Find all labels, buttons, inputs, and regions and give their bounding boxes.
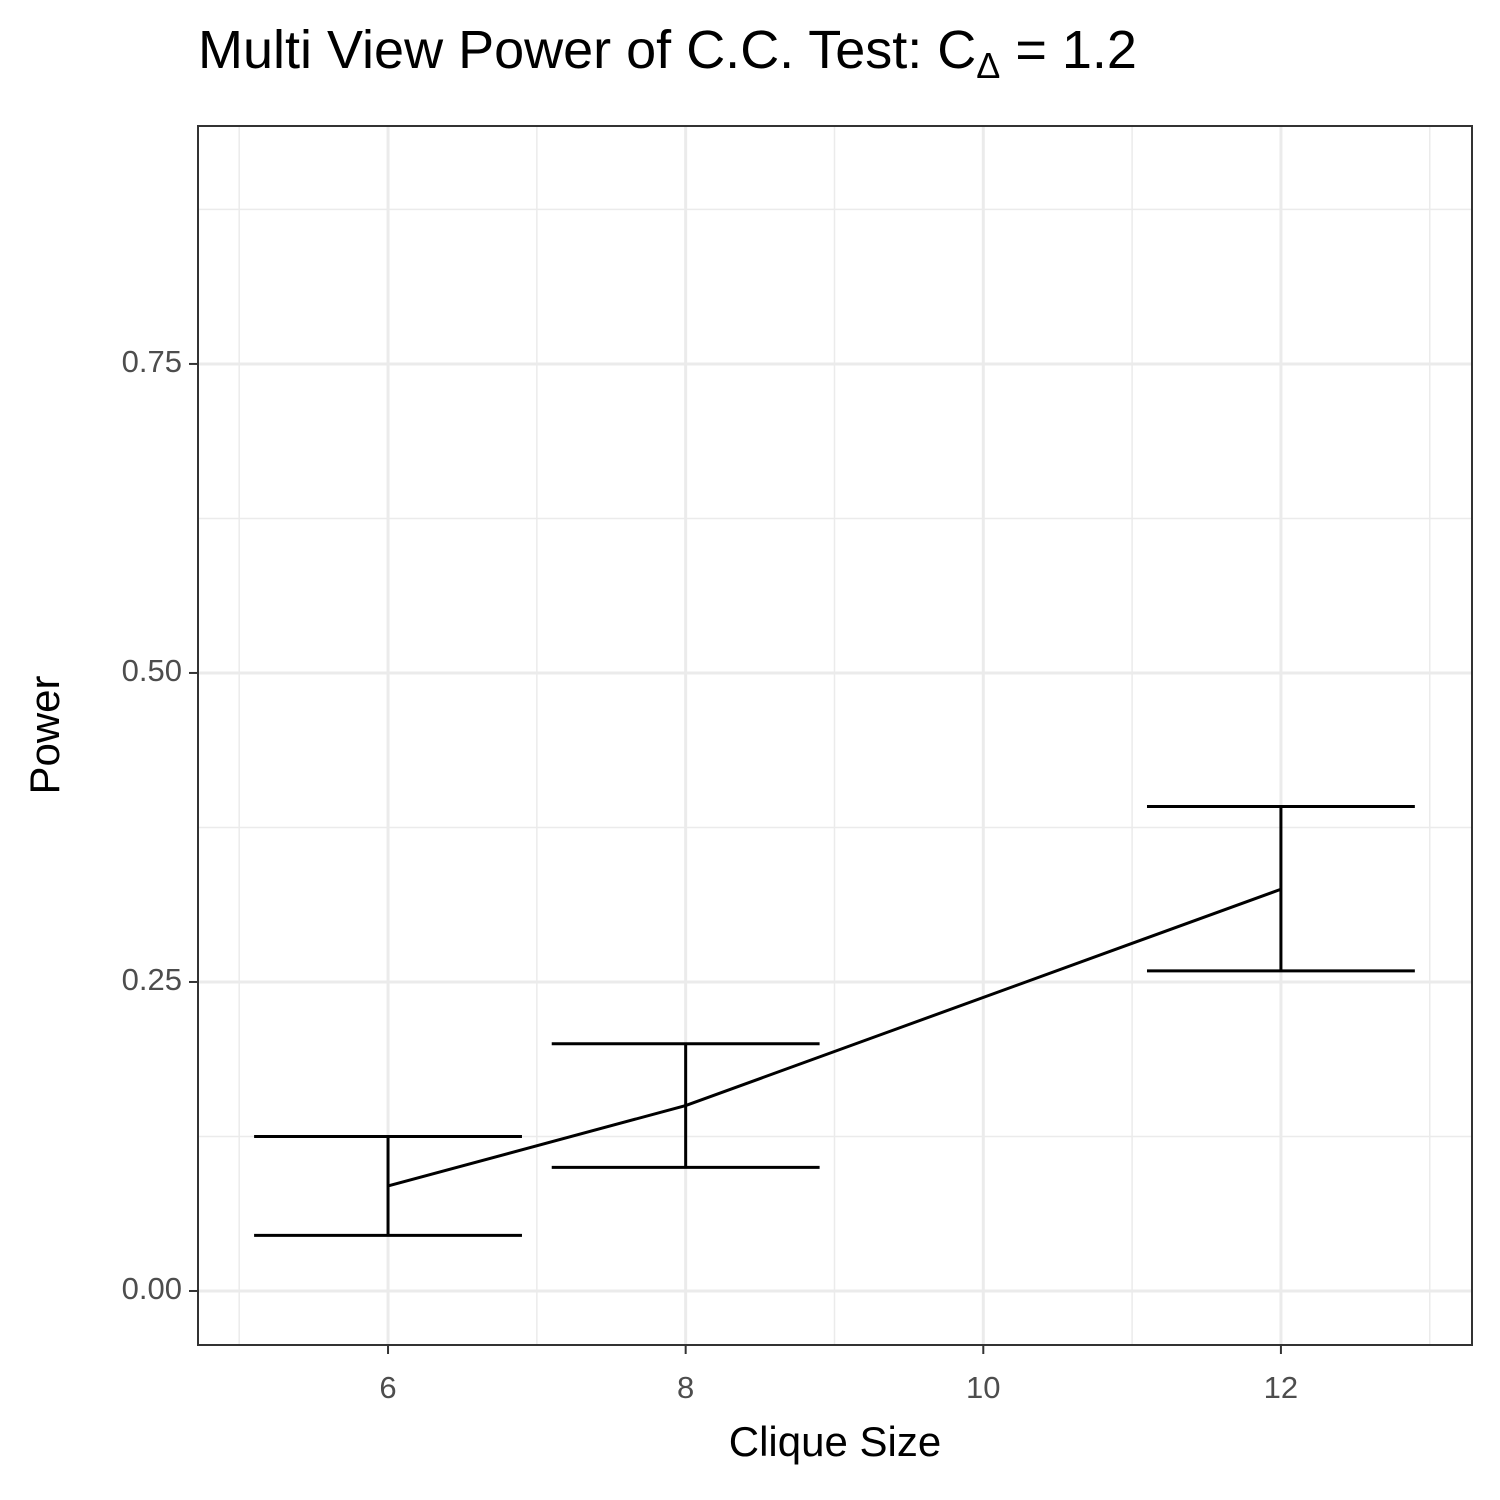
y-tick-label: 0.75: [122, 344, 182, 379]
y-axis-title: Power: [21, 675, 68, 794]
y-tick-label: 0.00: [122, 1271, 182, 1306]
x-tick-label: 12: [1264, 1370, 1298, 1405]
y-tick-label: 0.25: [122, 962, 182, 997]
title-suffix: = 1.2: [1000, 20, 1137, 80]
chart-title: Multi View Power of C.C. Test: CΔ = 1.2: [198, 20, 1137, 85]
title-subscript: Δ: [976, 45, 1000, 86]
axes: 6 8 10 12 0.00 0.25 0.50 0.75: [122, 344, 1299, 1405]
x-tick-label: 6: [379, 1370, 396, 1405]
panel-border: [197, 125, 1473, 1346]
x-tick-label: 8: [677, 1370, 694, 1405]
x-tick-label: 10: [966, 1370, 1000, 1405]
title-text: Multi View Power of C.C. Test: C: [198, 20, 976, 80]
plot-marks: [254, 804, 1415, 1237]
y-tick-label: 0.50: [122, 653, 182, 688]
line: [387, 887, 1282, 1188]
grid: [198, 126, 1472, 1345]
x-axis-title: Clique Size: [729, 1418, 941, 1465]
